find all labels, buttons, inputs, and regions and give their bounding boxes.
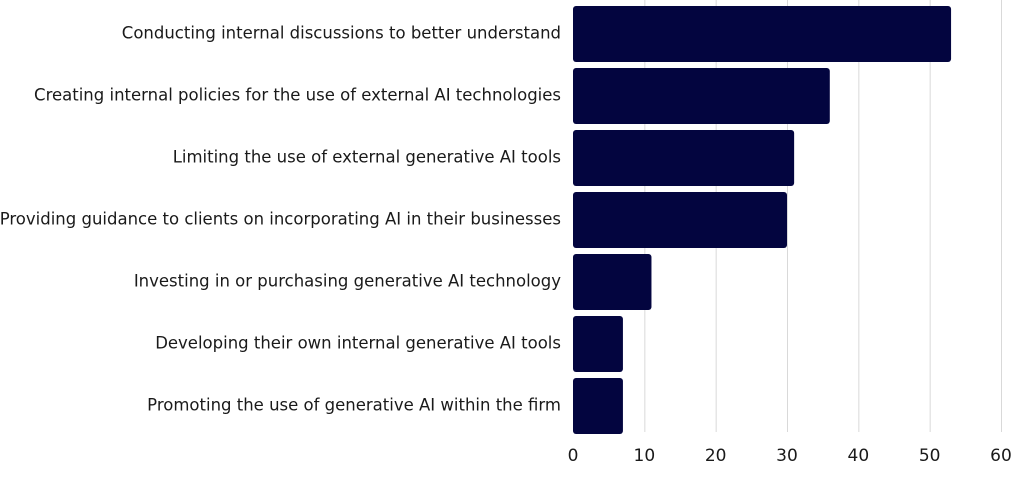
bar-1 bbox=[573, 6, 952, 62]
bar-3 bbox=[573, 130, 795, 186]
x-axis-ticks: 0 10 20 30 40 50 60 bbox=[568, 446, 1012, 466]
bar-6 bbox=[573, 316, 623, 372]
bar-7 bbox=[573, 378, 623, 434]
category-label-7: Promoting the use of generative AI withi… bbox=[147, 396, 561, 415]
x-tick-label-40: 40 bbox=[848, 446, 870, 466]
x-tick-label-50: 50 bbox=[919, 446, 941, 466]
category-label-5: Investing in or purchasing generative AI… bbox=[134, 272, 561, 291]
x-tick-label-10: 10 bbox=[634, 446, 656, 466]
x-tick-label-0: 0 bbox=[568, 446, 579, 466]
x-tick-label-30: 30 bbox=[776, 446, 798, 466]
category-label-4: Providing guidance to clients on incorpo… bbox=[0, 210, 561, 229]
x-tick-label-60: 60 bbox=[990, 446, 1012, 466]
bars bbox=[573, 6, 952, 434]
category-label-2: Creating internal policies for the use o… bbox=[34, 86, 561, 105]
bar-5 bbox=[573, 254, 652, 310]
category-label-1: Conducting internal discussions to bette… bbox=[122, 24, 561, 43]
bar-4 bbox=[573, 192, 787, 248]
category-label-6: Developing their own internal generative… bbox=[155, 334, 561, 353]
bar-2 bbox=[573, 68, 830, 124]
category-label-3: Limiting the use of external generative … bbox=[173, 148, 561, 167]
category-labels: Conducting internal discussions to bette… bbox=[0, 24, 561, 415]
x-tick-label-20: 20 bbox=[705, 446, 727, 466]
